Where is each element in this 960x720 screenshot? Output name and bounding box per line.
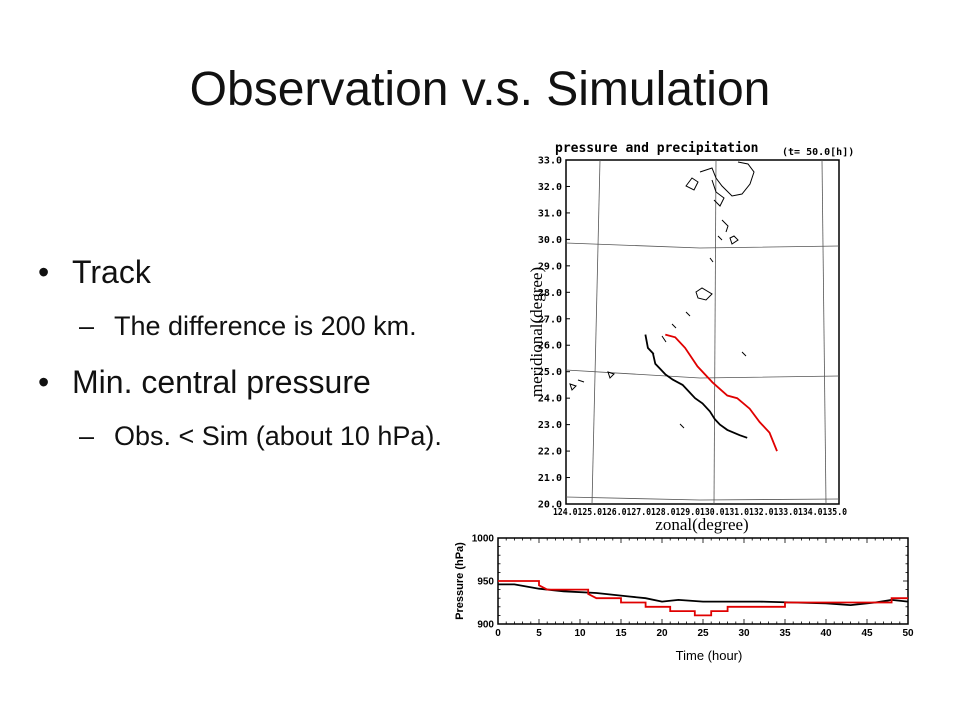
- map-y-tick-label: 31.0: [538, 208, 562, 219]
- map-series: [644, 333, 778, 452]
- map-y-tick-label: 25.0: [538, 367, 562, 378]
- sub-bullet-track: The difference is 200 km.: [36, 306, 516, 346]
- pressure-y-tick-labels: 900 950 1000: [472, 534, 495, 631]
- pressure-series-line-observation: [498, 583, 909, 607]
- map-y-tick-label: 24.0: [538, 394, 562, 405]
- pressure-x-tick-label: 50: [902, 628, 914, 639]
- map-series-line-observation: [644, 334, 748, 439]
- pressure-x-tick-labels: 0 5 10 15 20 25 30 35 40 45 50: [495, 628, 914, 639]
- map-y-tick-label: 30.0: [538, 235, 562, 246]
- map-y-tick-label: 23.0: [538, 420, 562, 431]
- sub-bullet-pressure: Obs. < Sim (about 10 hPa).: [36, 416, 516, 456]
- map-y-ticks: 20.0 21.0 22.0 23.0 24.0 25.0 26.0 27.0 28.0 29.0…: [538, 156, 570, 511]
- coastline: [569, 161, 755, 429]
- pressure-x-tick-label: 0: [495, 628, 501, 639]
- slide-title: Observation v.s. Simulation: [189, 63, 771, 116]
- map-x-axis-label: zonal(degree): [655, 515, 748, 534]
- map-subtitle: (t= 50.0[h]): [782, 147, 854, 158]
- map-y-tick-label: 33.0: [538, 156, 562, 167]
- map-title: pressure and precipitation: [555, 141, 759, 156]
- map-y-tick-label: 22.0: [538, 447, 562, 458]
- pressure-x-tick-label: 30: [738, 628, 750, 639]
- pressure-x-tick-label: 20: [656, 628, 668, 639]
- map-frame: [565, 159, 840, 505]
- pressure-x-tick-label: 45: [861, 628, 873, 639]
- map-x-tick-labels: 124.0125.0126.0127.0128.0129.0130.0131.0…: [553, 507, 847, 518]
- pressure-y-tick-label: 900: [477, 620, 494, 631]
- map-y-tick-label: 27.0: [538, 314, 562, 325]
- map-series-line-simulation: [665, 333, 778, 452]
- map-y-tick-label: 32.0: [538, 182, 562, 193]
- bullet-list: Track The difference is 200 km. Min. cen…: [36, 250, 516, 470]
- map-y-tick-label: 21.0: [538, 473, 562, 484]
- pressure-series: [498, 580, 909, 617]
- pressure-frame: [497, 537, 909, 625]
- pressure-y-axis-label: Pressure (hPa): [454, 542, 466, 620]
- bullet-pressure: Min. central pressure: [36, 360, 516, 404]
- map-y-tick-label: 26.0: [538, 341, 562, 352]
- map-y-axis-label: meridional(degree): [527, 267, 546, 397]
- bullet-track: Track: [36, 250, 516, 294]
- pressure-x-tick-label: 15: [615, 628, 627, 639]
- pressure-y-tick-label: 950: [477, 577, 494, 588]
- map-y-tick-label: 20.0: [538, 500, 562, 511]
- pressure-x-axis-label: Time (hour): [676, 648, 743, 663]
- pressure-y-tick-label: 1000: [472, 534, 495, 545]
- pressure-x-tick-label: 25: [697, 628, 709, 639]
- pressure-x-tick-label: 35: [779, 628, 791, 639]
- pressure-x-tick-label: 5: [536, 628, 542, 639]
- map-y-tick-label: 29.0: [538, 261, 562, 272]
- pressure-series-line-simulation: [498, 580, 908, 617]
- pressure-x-tick-label: 10: [574, 628, 586, 639]
- map-y-tick-label: 28.0: [538, 288, 562, 299]
- map-gridlines: [565, 159, 840, 505]
- pressure-ticks: [498, 538, 908, 624]
- pressure-x-tick-label: 40: [820, 628, 832, 639]
